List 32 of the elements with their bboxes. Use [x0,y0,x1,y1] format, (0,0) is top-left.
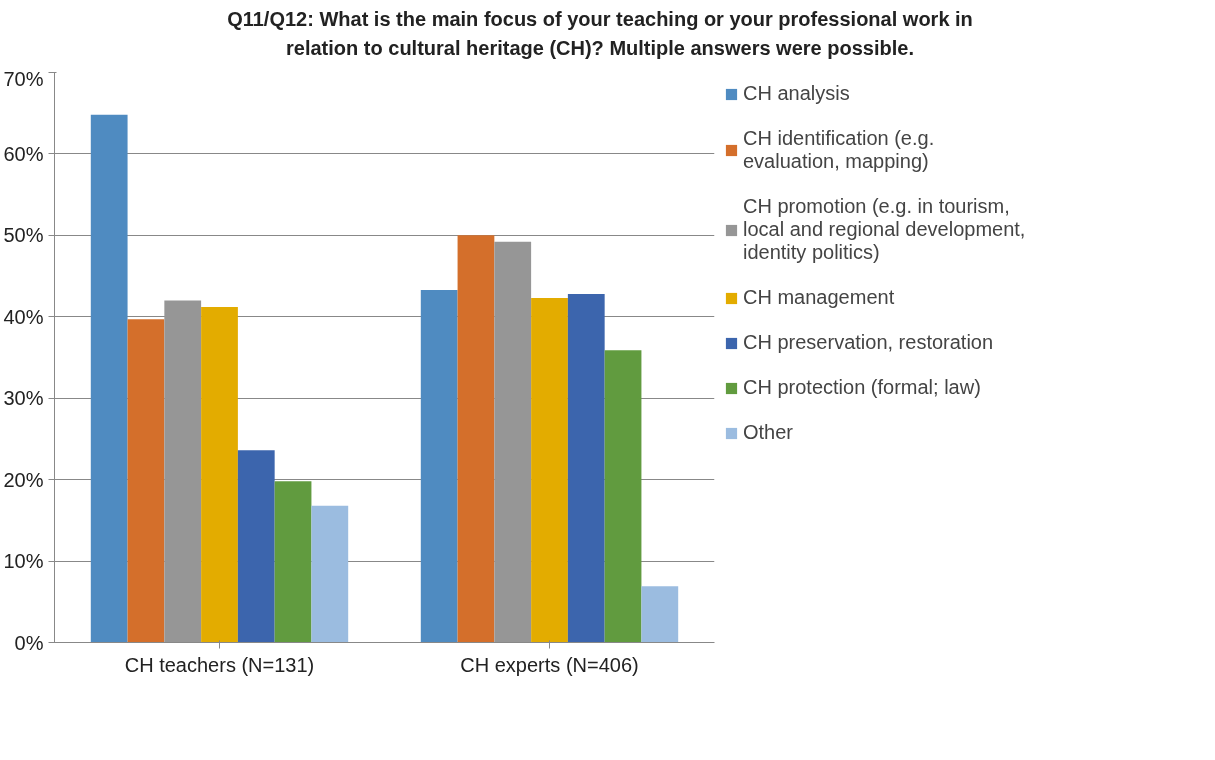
x-tick-label: CH experts (N=406) [460,653,639,676]
chart-title: Q11/Q12: What is the main focus of your teaching or your professional work in relation to cultural heritage (CH)? Multiple answers were possible. [227,7,973,61]
legend-label: CH identification (e.g. evaluation, mapping) [743,127,935,174]
bar [90,114,128,643]
bar [604,350,642,643]
bar [494,242,532,643]
bar [164,300,202,643]
legend-label: CH promotion (e.g. in tourism, local and regional development, identity politics) [743,195,1026,265]
x-tick-label: CH teachers (N=131) [124,653,315,676]
legend-label: CH preservation, restoration [743,331,994,355]
legend-label: CH management [743,286,895,310]
legend-label: CH protection (formal; law) [743,376,981,400]
y-tick-label: 40% [3,305,44,328]
y-tick-label: 30% [3,387,44,410]
bar [201,307,238,643]
bar [457,235,495,643]
y-tick-label: 50% [3,224,44,247]
bar [420,290,458,643]
legend-label: Other [743,421,794,445]
bar [567,294,605,643]
bar [274,481,312,643]
bar [311,505,349,643]
bar [127,319,165,643]
y-tick-label: 20% [3,468,44,491]
y-tick-label: 70% [3,67,44,90]
bar [641,586,679,643]
bar [237,450,275,643]
y-tick-label: 10% [3,550,44,573]
y-tick-label: 0% [14,631,44,654]
bar [531,298,568,643]
y-tick-label: 60% [3,143,44,166]
legend-label: CH analysis [743,82,850,106]
